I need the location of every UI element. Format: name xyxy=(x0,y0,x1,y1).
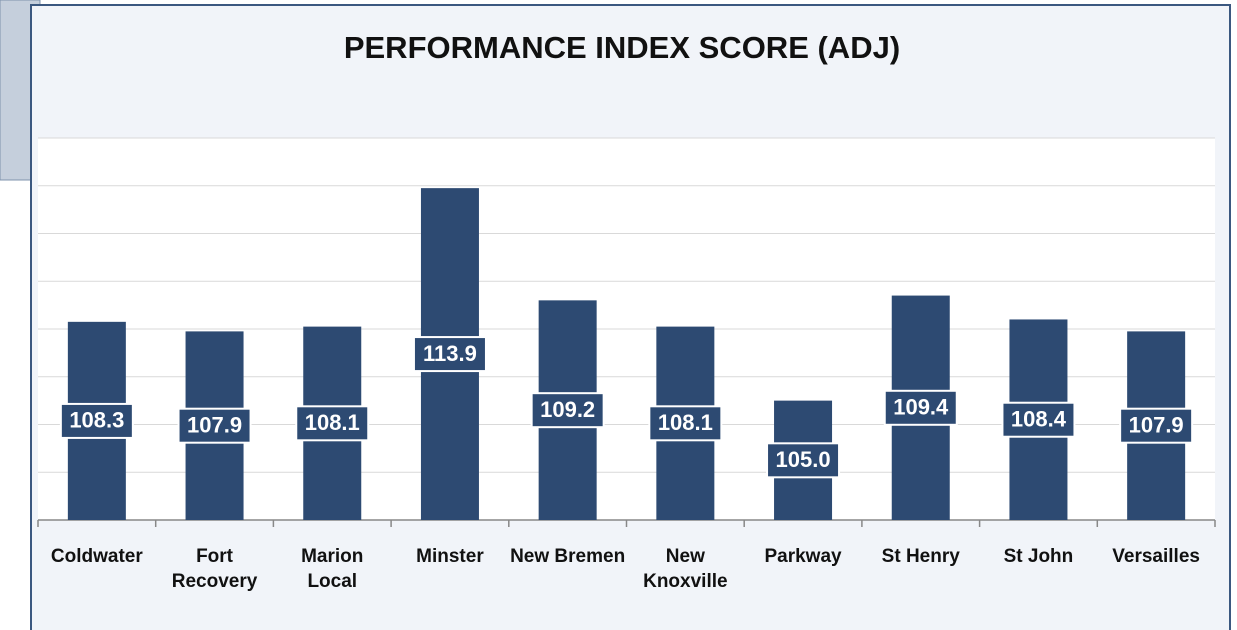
data-label-box xyxy=(1119,407,1194,444)
data-label: 108.1 xyxy=(305,410,360,435)
chart-title: PERFORMANCE INDEX SCORE (ADJ) xyxy=(344,30,900,65)
data-label: 109.2 xyxy=(540,397,595,422)
data-label-box xyxy=(1001,401,1076,438)
x-tick-label: Minster xyxy=(416,546,484,567)
data-label-box xyxy=(177,407,252,444)
data-label-box xyxy=(295,405,370,442)
data-label: 108.1 xyxy=(658,410,713,435)
x-tick-label: Parkway xyxy=(764,546,842,567)
data-label: 108.3 xyxy=(69,408,124,433)
x-tick-label: Fort Recovery xyxy=(171,546,258,592)
data-label: 107.9 xyxy=(1129,413,1184,438)
data-label: 108.4 xyxy=(1011,407,1067,432)
data-label: 107.9 xyxy=(187,413,242,438)
data-label-box xyxy=(648,405,723,442)
x-tick-label: St Henry xyxy=(881,546,960,567)
x-tick-label: New Knoxville xyxy=(643,546,728,592)
x-tick-label: New Bremen xyxy=(510,546,626,567)
x-tick-label: Marion Local xyxy=(301,546,364,592)
data-label-box xyxy=(412,336,487,373)
x-tick-label: Versailles xyxy=(1112,546,1200,567)
data-label-box xyxy=(766,442,841,479)
data-label-box xyxy=(883,389,958,426)
data-label-box xyxy=(530,392,605,429)
x-tick-label: Coldwater xyxy=(50,546,143,567)
data-label: 113.9 xyxy=(423,341,477,366)
data-label-box xyxy=(59,402,134,439)
data-label: 105.0 xyxy=(776,447,831,472)
x-tick-label: St John xyxy=(1003,546,1074,567)
data-label: 109.4 xyxy=(893,395,949,420)
